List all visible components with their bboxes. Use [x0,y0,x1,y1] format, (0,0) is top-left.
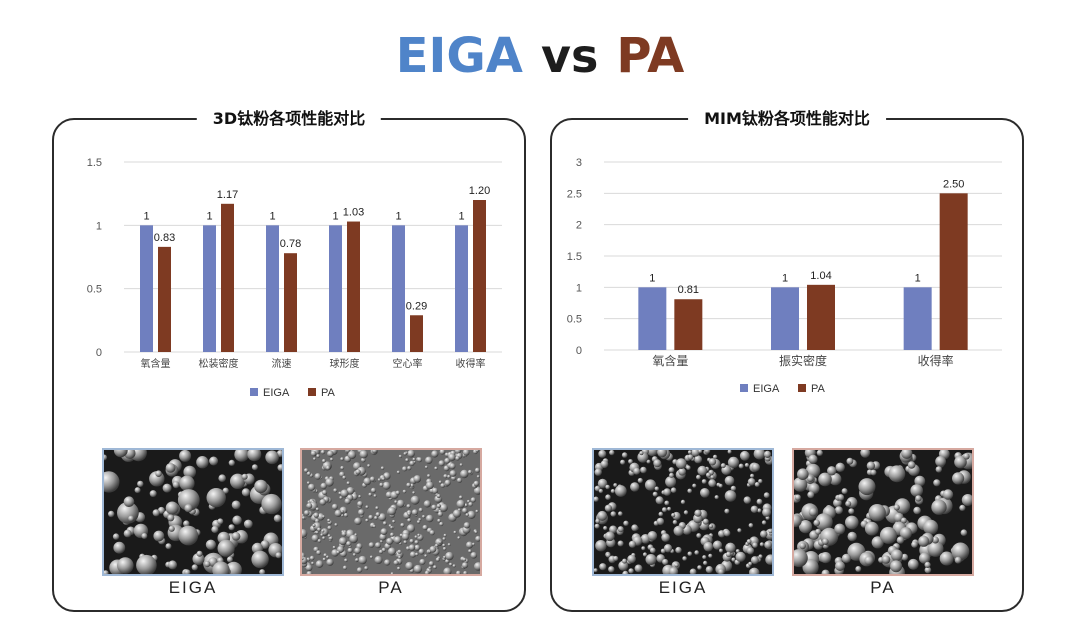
data-label: 0.29 [406,300,427,312]
legend-label: EIGA [753,383,780,395]
y-tick-label: 1.5 [567,251,582,263]
x-tick-label: 收得率 [456,357,486,370]
title-pa: PA [616,28,685,84]
bar-eiga [203,225,216,352]
data-label: 1.03 [343,207,364,219]
chart-mim: 0 0.5 1 1.5 2 2.5 3 1 0.81 氧含量 1 1.04 振实密度 1 2.50 收得率 EI… [567,157,1002,395]
x-tick-label: 氧含量 [141,357,171,370]
y-tick-label: 1 [576,282,582,294]
data-label: 0.81 [678,284,699,296]
x-tick-label: 振实密度 [779,353,827,368]
bar-eiga [392,225,405,352]
data-label: 1 [206,210,212,222]
bar-pa [284,253,297,352]
data-label: 2.50 [943,178,964,190]
caption-eiga-3d: EIGA [168,578,218,597]
panel-heading-3d: 3D钛粉各项性能对比 [196,106,382,132]
data-label: 1 [458,210,464,222]
caption-eiga-mim: EIGA [658,578,708,597]
data-label: 0.78 [280,238,301,250]
data-label: 1 [649,272,655,284]
x-tick-label: 收得率 [918,353,954,368]
particle-micrograph [594,450,772,574]
y-tick-label: 0.5 [87,284,102,296]
bar-eiga [140,225,153,352]
bar-pa [939,193,968,350]
data-label: 1.04 [810,270,831,282]
chart-3d: 0 0.5 1 1.5 1 0.83 氧含量 1 1.17 松装密度 1 0.78 流速 1 1.03 球形度… [87,157,502,399]
legend-label: PA [321,387,336,399]
x-tick-label: 氧含量 [652,353,688,368]
data-label: 1 [269,210,275,222]
bar-eiga [266,225,279,352]
bar-pa [410,315,423,352]
legend-swatch-eiga [740,384,748,392]
title-vs: vs [540,29,599,83]
x-tick-label: 空心率 [393,357,423,370]
caption-pa-3d: PA [378,578,404,597]
caption-pa-mim: PA [870,578,896,597]
sem-image-pa-3d [300,448,482,576]
y-tick-label: 3 [576,157,582,169]
y-tick-label: 1.5 [87,157,102,169]
panel-heading-mim: MIM钛粉各项性能对比 [688,106,886,132]
x-tick-label: 球形度 [330,357,360,370]
bar-pa [473,200,486,352]
sem-image-eiga-mim [592,448,774,576]
bar-pa [347,221,360,352]
particle-micrograph [794,450,972,574]
y-tick-label: 0 [96,347,102,359]
sem-image-pa-mim [792,448,974,576]
panel-3d-comparison: 3D钛粉各项性能对比 0 0.5 1 1.5 1 0.83 氧含量 1 1.17 松装密度 1 0.7… [52,106,526,612]
y-tick-label: 1 [96,220,102,232]
bar-pa [674,299,703,350]
data-label: 1 [332,210,338,222]
y-tick-label: 2.5 [567,188,582,200]
bar-pa [221,203,234,352]
x-tick-label: 松装密度 [199,357,239,370]
data-label: 1 [143,210,149,222]
panel-mim-comparison: MIM钛粉各项性能对比 0 0.5 1 1.5 2 2.5 3 1 0.81 氧含量 1 1.04 振实… [550,106,1024,612]
data-label: 1.20 [469,185,490,197]
legend-swatch-pa [798,384,806,392]
legend-swatch-eiga [250,388,258,396]
title-eiga: EIGA [395,28,523,84]
x-tick-label: 流速 [272,357,292,370]
bar-eiga [638,287,667,350]
legend-label: PA [811,383,826,395]
page-title: EIGA vs PA [0,28,1080,84]
legend-swatch-pa [308,388,316,396]
bar-eiga [903,287,932,350]
y-tick-label: 0 [576,345,582,357]
bar-pa [807,284,835,350]
legend-label: EIGA [263,387,290,399]
data-label: 1 [395,210,401,222]
y-tick-label: 2 [576,220,582,232]
bar-eiga [771,287,799,350]
y-tick-label: 0.5 [567,314,582,326]
bar-eiga [329,225,342,352]
sem-image-eiga-3d [102,448,284,576]
data-label: 0.83 [154,232,175,244]
data-label: 1.17 [217,189,238,201]
particle-micrograph [302,450,480,574]
data-label: 1 [782,272,788,284]
bar-pa [158,246,171,352]
bar-eiga [455,225,468,352]
data-label: 1 [915,272,921,284]
particle-micrograph [104,450,282,574]
